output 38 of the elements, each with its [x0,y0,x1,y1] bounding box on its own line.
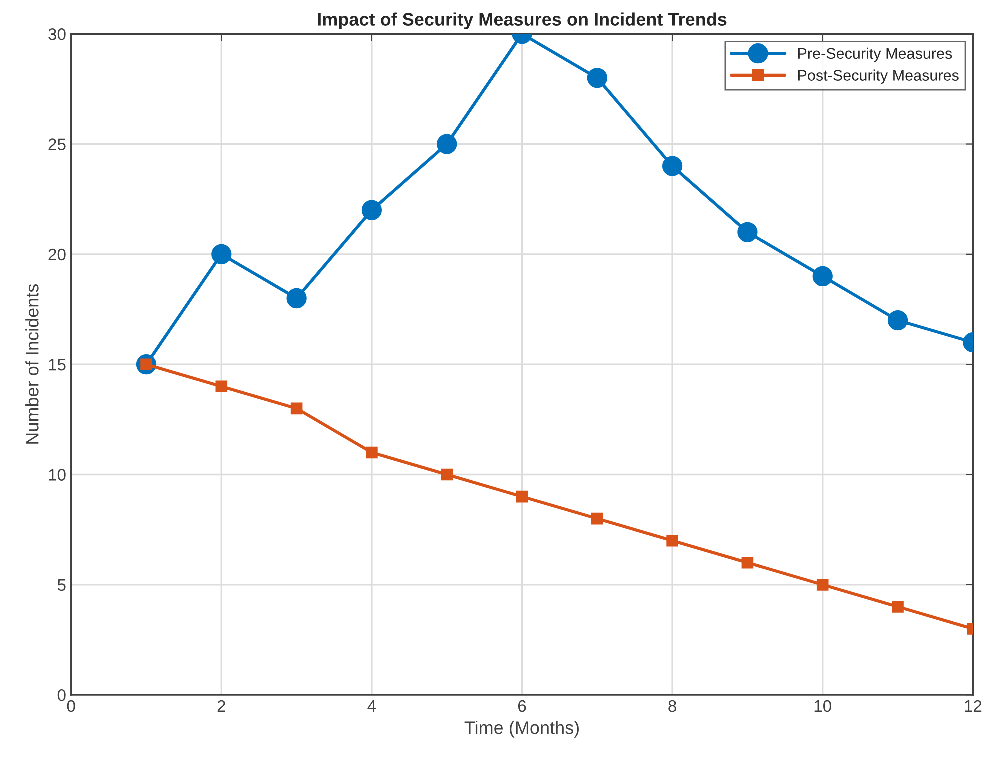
y-tick-label: 15 [49,359,66,371]
point [812,266,833,287]
point [888,310,908,331]
point [290,402,303,415]
point [587,68,608,88]
x-tick-label: 8 [668,700,676,712]
point [592,512,604,525]
y-tick-label: 30 [48,28,66,40]
y-tick-label: 25 [48,138,66,150]
y-tick-label: 5 [58,579,66,592]
point [216,380,228,393]
x-tick-label: 12 [965,700,982,712]
y-tick-label: 20 [48,248,66,261]
legend-label: Post-Security Measures [798,70,959,84]
point [738,222,758,242]
point [666,534,678,547]
x-tick-label: 4 [368,700,376,712]
point [662,156,683,176]
chart-title: Impact of Security Measures on Incident Trends [318,12,727,30]
y-axis-title: Number of Incidents [26,284,39,444]
y-tick-label: 10 [49,469,66,481]
point [816,579,829,591]
y-tick-label: 0 [58,689,66,702]
point [742,556,754,569]
point [366,446,378,459]
point [362,200,382,220]
point [516,490,528,503]
point [437,134,458,154]
point [286,288,307,309]
point [892,601,904,613]
point [212,244,232,265]
x-axis-title: Time (Months) [464,721,579,738]
x-tick-label: 10 [814,700,832,712]
x-tick-label: 0 [67,700,76,712]
x-tick-label: 2 [218,700,226,712]
x-tick-label: 6 [518,700,526,712]
point [441,468,454,481]
legend-label: Pre-Security Measures [798,48,952,62]
